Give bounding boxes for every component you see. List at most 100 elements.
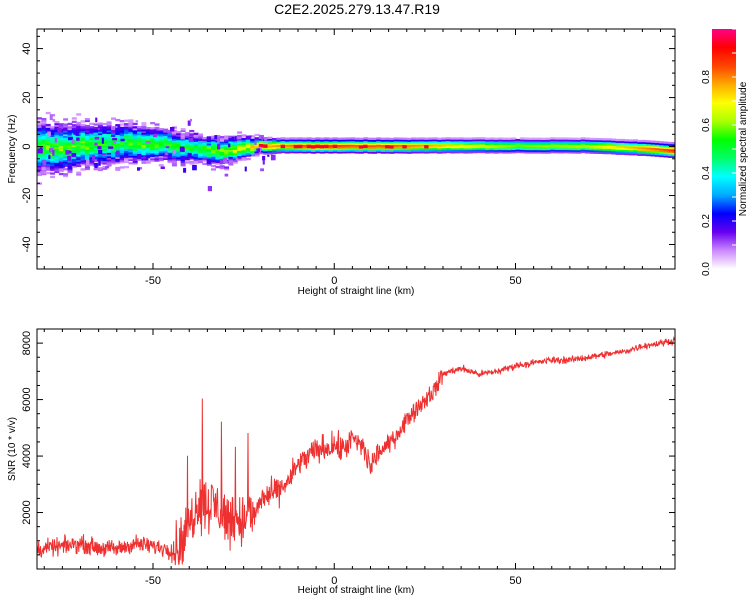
heatmap-cell <box>137 151 143 154</box>
heatmap-cell <box>50 162 56 165</box>
heatmap-cell <box>71 163 77 166</box>
heatmap-cell <box>111 151 116 155</box>
heatmap-cell <box>546 149 551 152</box>
heatmap-cell <box>519 147 525 150</box>
heatmap-cell <box>459 144 464 147</box>
heatmap-cell <box>306 144 312 147</box>
heatmap-cell <box>502 137 508 140</box>
heatmap-cell <box>215 165 221 169</box>
heatmap-cell <box>54 145 60 148</box>
heatmap-cell <box>176 141 182 144</box>
heatmap-cell <box>311 149 317 152</box>
heatmap-cell <box>176 132 182 135</box>
heatmap-cell <box>37 146 42 149</box>
heatmap-cell <box>111 139 116 143</box>
heatmap-cell <box>376 137 382 140</box>
heatmap-cell <box>489 145 495 149</box>
heatmap-cell <box>128 148 134 151</box>
heatmap-cell <box>184 161 190 164</box>
heatmap-cell <box>45 147 51 151</box>
heatmap-cell <box>145 152 151 155</box>
heatmap-cell <box>341 140 347 144</box>
heatmap-cell <box>367 141 373 144</box>
heatmap-cell <box>63 137 69 140</box>
heatmap-cell <box>167 133 173 136</box>
heatmap-cell <box>485 146 491 149</box>
heatmap-cell <box>219 166 225 170</box>
heatmap-cell <box>415 139 421 142</box>
heatmap-cell <box>498 142 504 145</box>
heatmap-cell <box>76 152 82 155</box>
heatmap-cell <box>398 139 404 142</box>
heatmap-cell <box>428 139 434 142</box>
heatmap-cell <box>198 135 203 138</box>
heatmap-cell <box>672 143 675 146</box>
heatmap-cell <box>541 139 547 142</box>
heatmap-cell <box>41 118 47 121</box>
heatmap-cell <box>50 158 56 161</box>
heatmap-cell <box>354 149 360 152</box>
heatmap-cell <box>337 137 343 140</box>
heatmap-cell <box>128 122 134 125</box>
heatmap-cell <box>611 138 617 141</box>
heatmap-cell <box>167 143 173 146</box>
heatmap-cell <box>97 126 103 129</box>
heatmap-cell <box>406 142 412 146</box>
heatmap-cell <box>167 131 173 134</box>
heatmap-cell <box>472 144 477 147</box>
heatmap-cell <box>615 150 621 154</box>
heatmap-cell <box>528 146 534 149</box>
heatmap-cell <box>476 145 482 149</box>
heatmap-cell <box>58 157 64 160</box>
heatmap-cell <box>593 149 599 153</box>
heatmap-cell <box>158 145 164 148</box>
heatmap-cell <box>241 153 247 156</box>
heatmap-cell <box>41 133 47 136</box>
heatmap-cell <box>219 148 225 151</box>
heatmap-cell <box>84 152 90 155</box>
heatmap-cell <box>37 166 42 170</box>
heatmap-cell <box>45 158 51 161</box>
heatmap-cell <box>528 144 534 147</box>
heatmap-cell <box>89 160 95 163</box>
heatmap-cell <box>628 142 634 146</box>
heatmap-cell <box>93 154 99 157</box>
heatmap-cell <box>393 147 399 150</box>
heatmap-cell <box>232 149 238 152</box>
heatmap-speck <box>54 138 58 143</box>
heatmap-cell <box>106 124 112 128</box>
heatmap-cell <box>628 141 634 144</box>
heatmap-cell <box>537 147 543 151</box>
heatmap-cell <box>93 149 99 152</box>
heatmap-cell <box>654 145 660 149</box>
heatmap-cell <box>97 153 103 156</box>
heatmap-cell <box>41 123 47 126</box>
heatmap-cell <box>315 151 321 154</box>
heatmap-cell <box>167 153 173 157</box>
heatmap-cell <box>250 142 256 145</box>
heatmap-cell <box>63 140 69 143</box>
heatmap-cell <box>176 151 182 154</box>
heatmap-cell <box>641 146 647 150</box>
heatmap-cell <box>650 140 656 143</box>
heatmap-cell <box>154 132 160 135</box>
heatmap-cell <box>63 174 69 178</box>
heatmap-cell <box>580 147 586 150</box>
heatmap-cell <box>524 144 530 147</box>
snr-y-tick-label: 4000 <box>21 444 33 468</box>
heatmap-cell <box>271 138 277 141</box>
heatmap-cell <box>167 155 173 158</box>
heatmap-cell <box>76 144 82 147</box>
heatmap-cell <box>141 159 147 163</box>
heatmap-cell <box>537 139 543 142</box>
heatmap-cell <box>41 148 47 152</box>
heatmap-cell <box>271 146 277 149</box>
heatmap-cell <box>115 127 121 130</box>
heatmap-cell <box>637 139 643 143</box>
heatmap-cell <box>380 141 386 144</box>
heatmap-cell <box>311 148 317 151</box>
heatmap-cell <box>476 147 482 150</box>
heatmap-cell <box>37 173 42 177</box>
heatmap-cell <box>367 139 373 142</box>
heatmap-cell <box>572 141 578 144</box>
